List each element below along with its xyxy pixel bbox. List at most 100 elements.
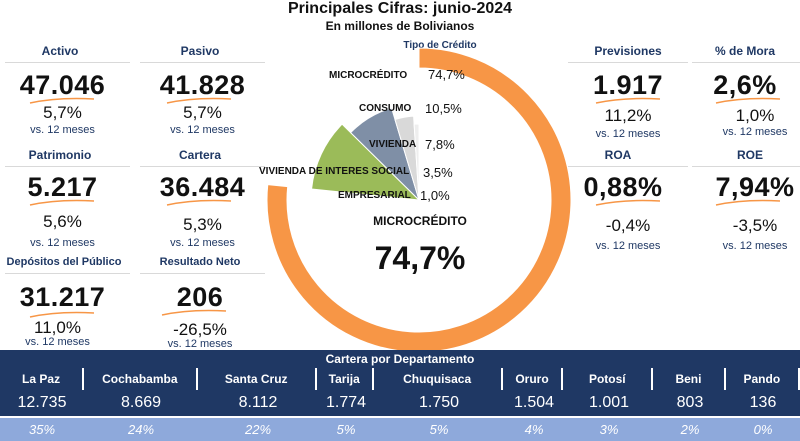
underline-swoosh (595, 97, 661, 104)
department-name: La Paz (0, 368, 85, 390)
divider (568, 166, 688, 167)
department-value: 12.735 (17, 394, 67, 411)
divider (568, 62, 688, 63)
department-shares-row: 35% 24% 22% 5% 5% 4% 3% 2% 0% (0, 418, 800, 441)
kpi-roe-label: ROE (736, 148, 763, 162)
slice-consumo (311, 123, 421, 201)
department-share: 0% (753, 422, 773, 437)
kpi-patrimonio-change: 5,6% (43, 212, 82, 231)
slice-microcredito (266, 47, 572, 350)
divider (140, 273, 265, 274)
kpi-pasivo-change: 5,7% (183, 103, 222, 122)
kpi-patrimonio-label: Patrimonio (28, 148, 92, 162)
department-share: 4% (524, 422, 544, 437)
kpi-resultado-label: Resultado Neto (159, 256, 241, 268)
kpi-previsiones-change: 11,2% (604, 106, 652, 125)
kpi-resultado-change: -26,5% (173, 320, 227, 339)
department-share: 35% (28, 422, 56, 437)
department-name: Pando (726, 368, 800, 390)
center-label: MICROCRÉDITO (373, 214, 467, 228)
kpi-previsiones-vs: vs. 12 meses (595, 128, 661, 140)
underline-swoosh (166, 199, 232, 206)
page-title: Principales Cifras: junio-2024 (287, 0, 513, 17)
underline-swoosh (29, 311, 95, 318)
department-value: 1.001 (588, 394, 630, 411)
divider (5, 62, 130, 63)
divider (692, 166, 800, 167)
chart-title: Tipo de Crédito (403, 40, 477, 51)
department-name: Chuquisaca (374, 368, 503, 390)
department-share: 24% (127, 422, 155, 437)
segment-label-consumo: CONSUMO (359, 103, 412, 114)
kpi-cartera-vs: vs. 12 meses (170, 237, 235, 249)
department-name: Potosí (563, 368, 654, 390)
kpi-resultado-value: 206 (176, 282, 224, 312)
kpi-depositos-value: 31.217 (19, 282, 106, 312)
department-value: 8.112 (238, 394, 278, 411)
kpi-pasivo-label: Pasivo (180, 44, 220, 58)
slice-empresarial (413, 123, 420, 201)
department-share: 2% (680, 422, 700, 437)
segment-value-consumo: 10,5% (425, 101, 462, 116)
segment-value-microcredito: 74,7% (428, 67, 465, 82)
department-value: 8.669 (120, 394, 162, 411)
kpi-activo-change: 5,7% (43, 103, 82, 122)
kpi-cartera-label: Cartera (178, 148, 222, 162)
slice-vivienda (349, 107, 420, 201)
kpi-activo-label: Activo (41, 44, 79, 58)
department-table-header: Cartera por Departamento (0, 350, 800, 368)
kpi-roa-label: ROA (604, 148, 632, 162)
department-share: 5% (429, 422, 449, 437)
department-name: Cochabamba (84, 368, 198, 390)
kpi-depositos-change: 11,0% (34, 318, 81, 337)
department-name: Beni (653, 368, 726, 390)
underline-swoosh (29, 97, 95, 104)
kpi-roe-vs: vs. 12 meses (722, 240, 788, 252)
department-value: 136 (749, 394, 777, 411)
segment-label-empresarial: EMPRESARIAL (338, 190, 411, 201)
divider (692, 62, 800, 63)
kpi-activo-value: 47.046 (19, 70, 106, 100)
divider (5, 273, 130, 274)
kpi-depositos-vs: vs. 12 meses (25, 336, 90, 348)
kpi-cartera-change: 5,3% (183, 215, 222, 234)
kpi-pasivo-value: 41.828 (159, 70, 246, 100)
kpi-mora-label: % de Mora (714, 44, 775, 58)
department-share: 22% (244, 422, 272, 437)
segment-label-vivienda-interes-social: VIVIENDA DE INTERES SOCIAL (259, 166, 410, 177)
kpi-roe-value: 7,94% (715, 172, 795, 202)
kpi-roa-value: 0,88% (583, 172, 663, 202)
department-value: 1.504 (513, 394, 555, 411)
segment-value-vivienda-interes-social: 3,5% (423, 165, 453, 180)
department-names-row: La Paz Cochabamba Santa Cruz Tarija Chuquisa… (0, 368, 800, 390)
underline-swoosh (595, 199, 661, 206)
segment-label-microcredito: MICROCRÉDITO (329, 70, 408, 81)
department-name: Santa Cruz (198, 368, 317, 390)
kpi-roa-vs: vs. 12 meses (595, 240, 661, 252)
kpi-cartera-value: 36.484 (159, 172, 246, 202)
underline-swoosh (29, 199, 95, 206)
department-share: 3% (599, 422, 619, 437)
kpi-mora-vs: vs. 12 meses (722, 126, 788, 138)
segment-value-vivienda: 7,8% (425, 137, 455, 152)
divider (140, 166, 265, 167)
kpi-pasivo-vs: vs. 12 meses (170, 124, 235, 136)
kpi-patrimonio-value: 5.217 (27, 172, 98, 202)
department-name: Oruro (503, 368, 564, 390)
kpi-mora-value: 2,6% (713, 70, 777, 100)
underline-swoosh (715, 97, 781, 104)
department-value: 1.774 (325, 394, 367, 411)
segment-value-empresarial: 1,0% (420, 188, 450, 203)
underline-swoosh (161, 309, 227, 316)
segment-label-vivienda: VIVIENDA (369, 139, 417, 150)
department-share: 5% (336, 422, 356, 437)
kpi-resultado-vs: vs. 12 meses (167, 338, 233, 350)
kpi-roa-change: -0,4% (605, 216, 651, 235)
page-subtitle: En millones de Bolivianos (325, 19, 475, 33)
underline-swoosh (715, 199, 781, 206)
department-values-row: 12.735 8.669 8.112 1.774 1.750 1.504 1.001 803 1… (0, 390, 800, 416)
kpi-mora-change: 1,0% (735, 106, 775, 125)
underline-swoosh (166, 97, 232, 104)
divider (140, 62, 265, 63)
kpi-activo-vs: vs. 12 meses (30, 124, 95, 136)
